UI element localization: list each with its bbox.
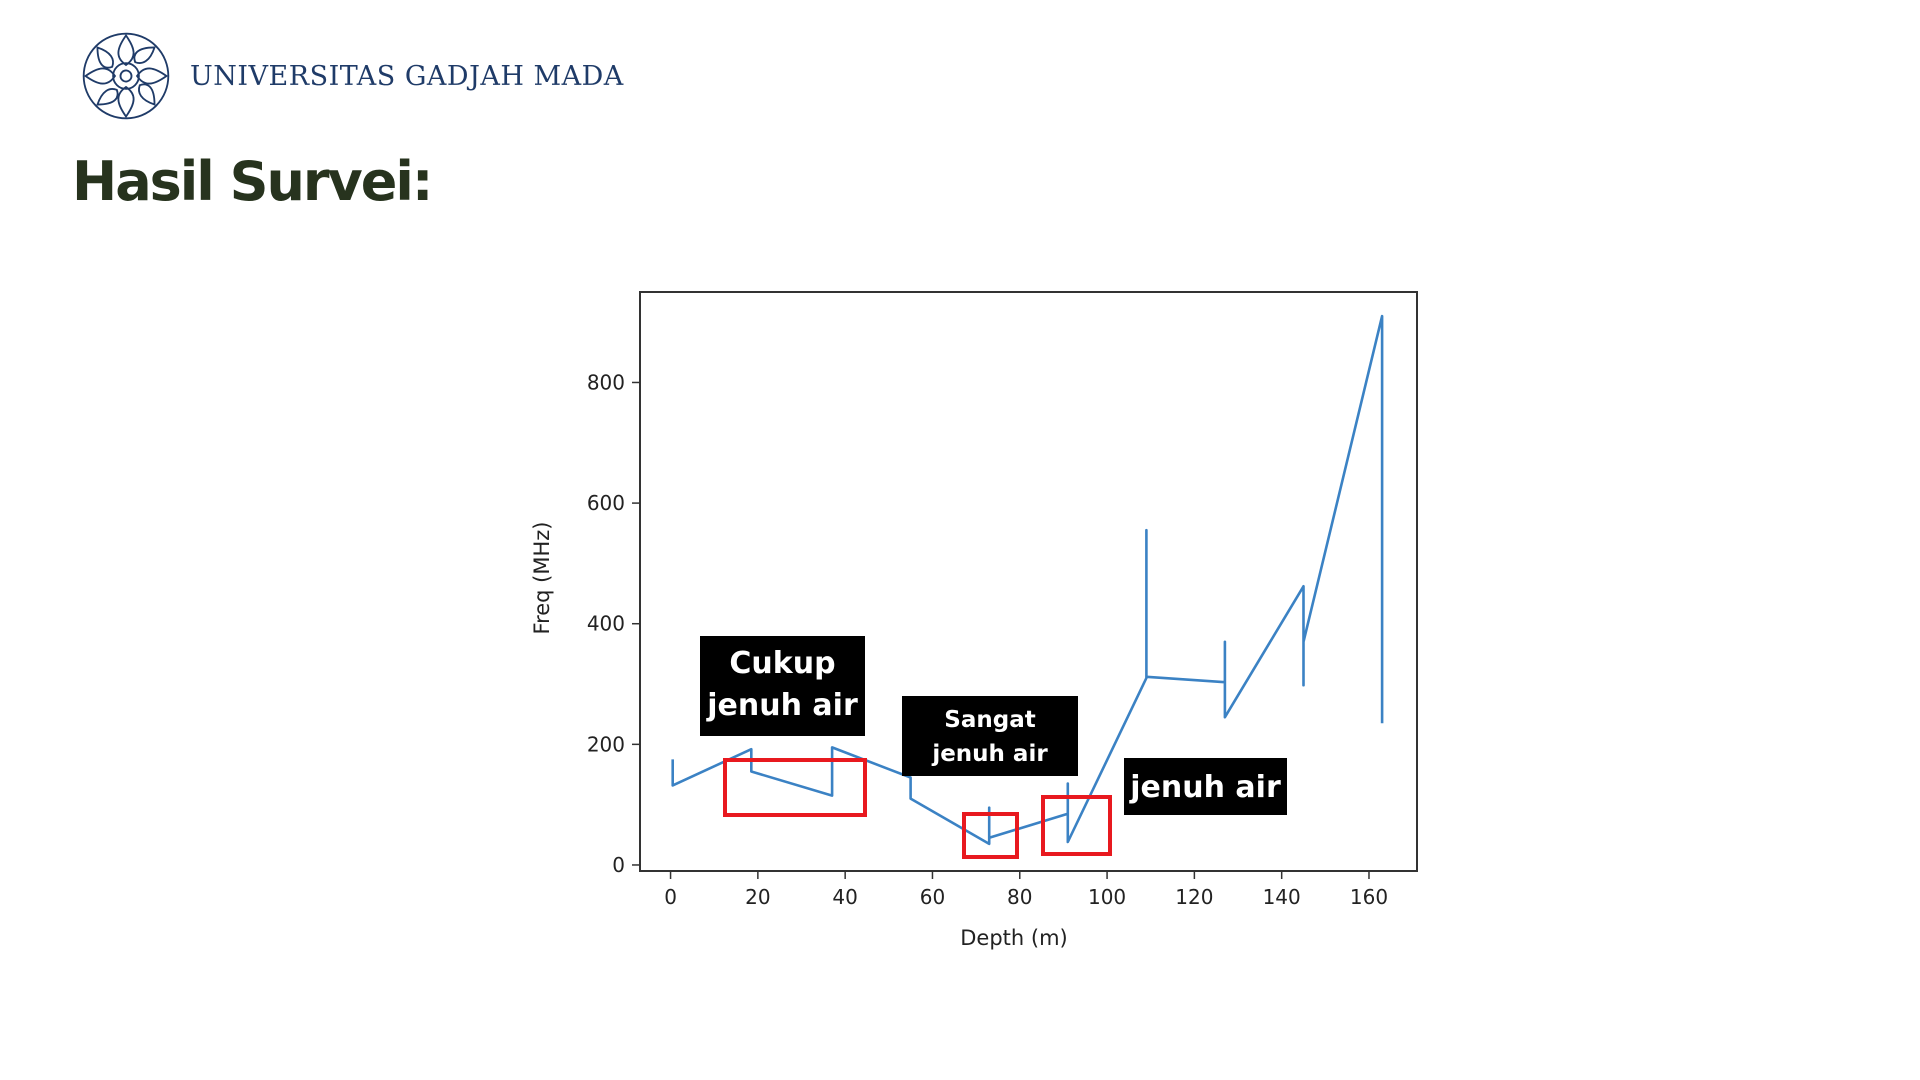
series-line-0	[671, 314, 1384, 846]
annotation-label-text: Sangat	[944, 707, 1035, 733]
x-tick-label: 160	[1350, 885, 1388, 909]
x-tick-label: 60	[920, 885, 945, 909]
x-axis-label: Depth (m)	[960, 926, 1067, 950]
institution-name: UNIVERSITAS GADJAH MADA	[190, 60, 624, 92]
page-title: Hasil Survei:	[72, 150, 433, 213]
annotation-label-bg	[902, 696, 1078, 776]
highlight-box	[723, 758, 867, 817]
x-tick-label: 100	[1088, 885, 1126, 909]
x-tick-label: 0	[664, 885, 677, 909]
highlight-box	[962, 812, 1019, 859]
annotation-label-text: jenuh air	[706, 688, 858, 723]
annotation-label-text: Cukup	[729, 646, 835, 681]
annotation-label-text: jenuh air	[1129, 770, 1281, 805]
axis-ticks: 0 20 40 60 80 100 120 140 160 0 200 400 600 800	[587, 370, 1388, 909]
y-tick-label: 800	[587, 370, 625, 394]
series-line	[671, 314, 1384, 846]
annotation-label-text: jenuh air	[931, 741, 1048, 767]
highlight-box	[1041, 795, 1112, 856]
x-tick-label: 140	[1263, 885, 1301, 909]
y-tick-label: 400	[587, 612, 625, 636]
x-tick-label: 120	[1175, 885, 1213, 909]
highlight-boxes	[723, 758, 1112, 859]
header: UNIVERSITAS GADJAH MADA	[80, 30, 624, 122]
x-tick-label: 20	[745, 885, 770, 909]
annotation-label-bg	[700, 636, 865, 736]
plot-frame	[639, 291, 1418, 872]
annotation-labels: Cukup jenuh air Sangat jenuh air jenuh air	[700, 636, 1287, 815]
y-axis-label: Freq (MHz)	[530, 522, 554, 635]
y-tick-label: 200	[587, 732, 625, 756]
annotation-label-bg	[1124, 758, 1287, 815]
x-tick-label: 80	[1007, 885, 1032, 909]
y-tick-label: 600	[587, 491, 625, 515]
x-tick-label: 40	[832, 885, 857, 909]
y-tick-label: 0	[612, 853, 625, 877]
ugm-seal-icon	[82, 32, 170, 120]
